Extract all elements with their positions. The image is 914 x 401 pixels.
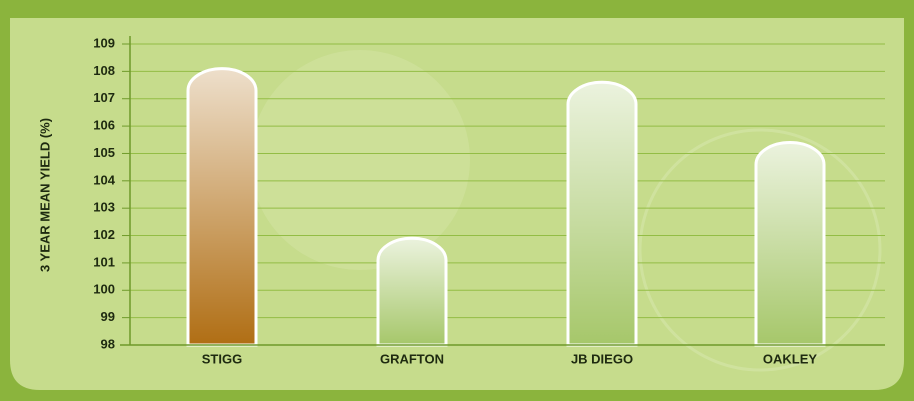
x-tick-label: OAKLEY [763,351,818,366]
x-tick-label: JB DIEGO [571,351,633,366]
y-tick-label: 104 [93,172,115,187]
y-tick-label: 102 [93,227,115,242]
y-tick-label: 107 [93,90,115,105]
decoration [250,50,470,270]
y-tick-label: 109 [93,35,115,50]
bar-shine [756,142,824,345]
y-tick-label: 106 [93,118,115,133]
y-tick-label: 99 [101,309,115,324]
y-tick-label: 108 [93,63,115,78]
y-tick-label: 100 [93,282,115,297]
y-tick-label: 105 [93,145,115,160]
bar-shine [568,82,636,346]
decoration [638,128,882,372]
bar-shine [188,68,256,346]
x-tick-label: GRAFTON [380,351,444,366]
bar-shine [378,238,446,345]
y-axis-label: 3 YEAR MEAN YIELD (%) [37,118,52,272]
y-tick-label: 103 [93,200,115,215]
x-tick-label: STIGG [202,351,242,366]
y-tick-label: 98 [101,336,115,351]
y-tick-label: 101 [93,254,115,269]
